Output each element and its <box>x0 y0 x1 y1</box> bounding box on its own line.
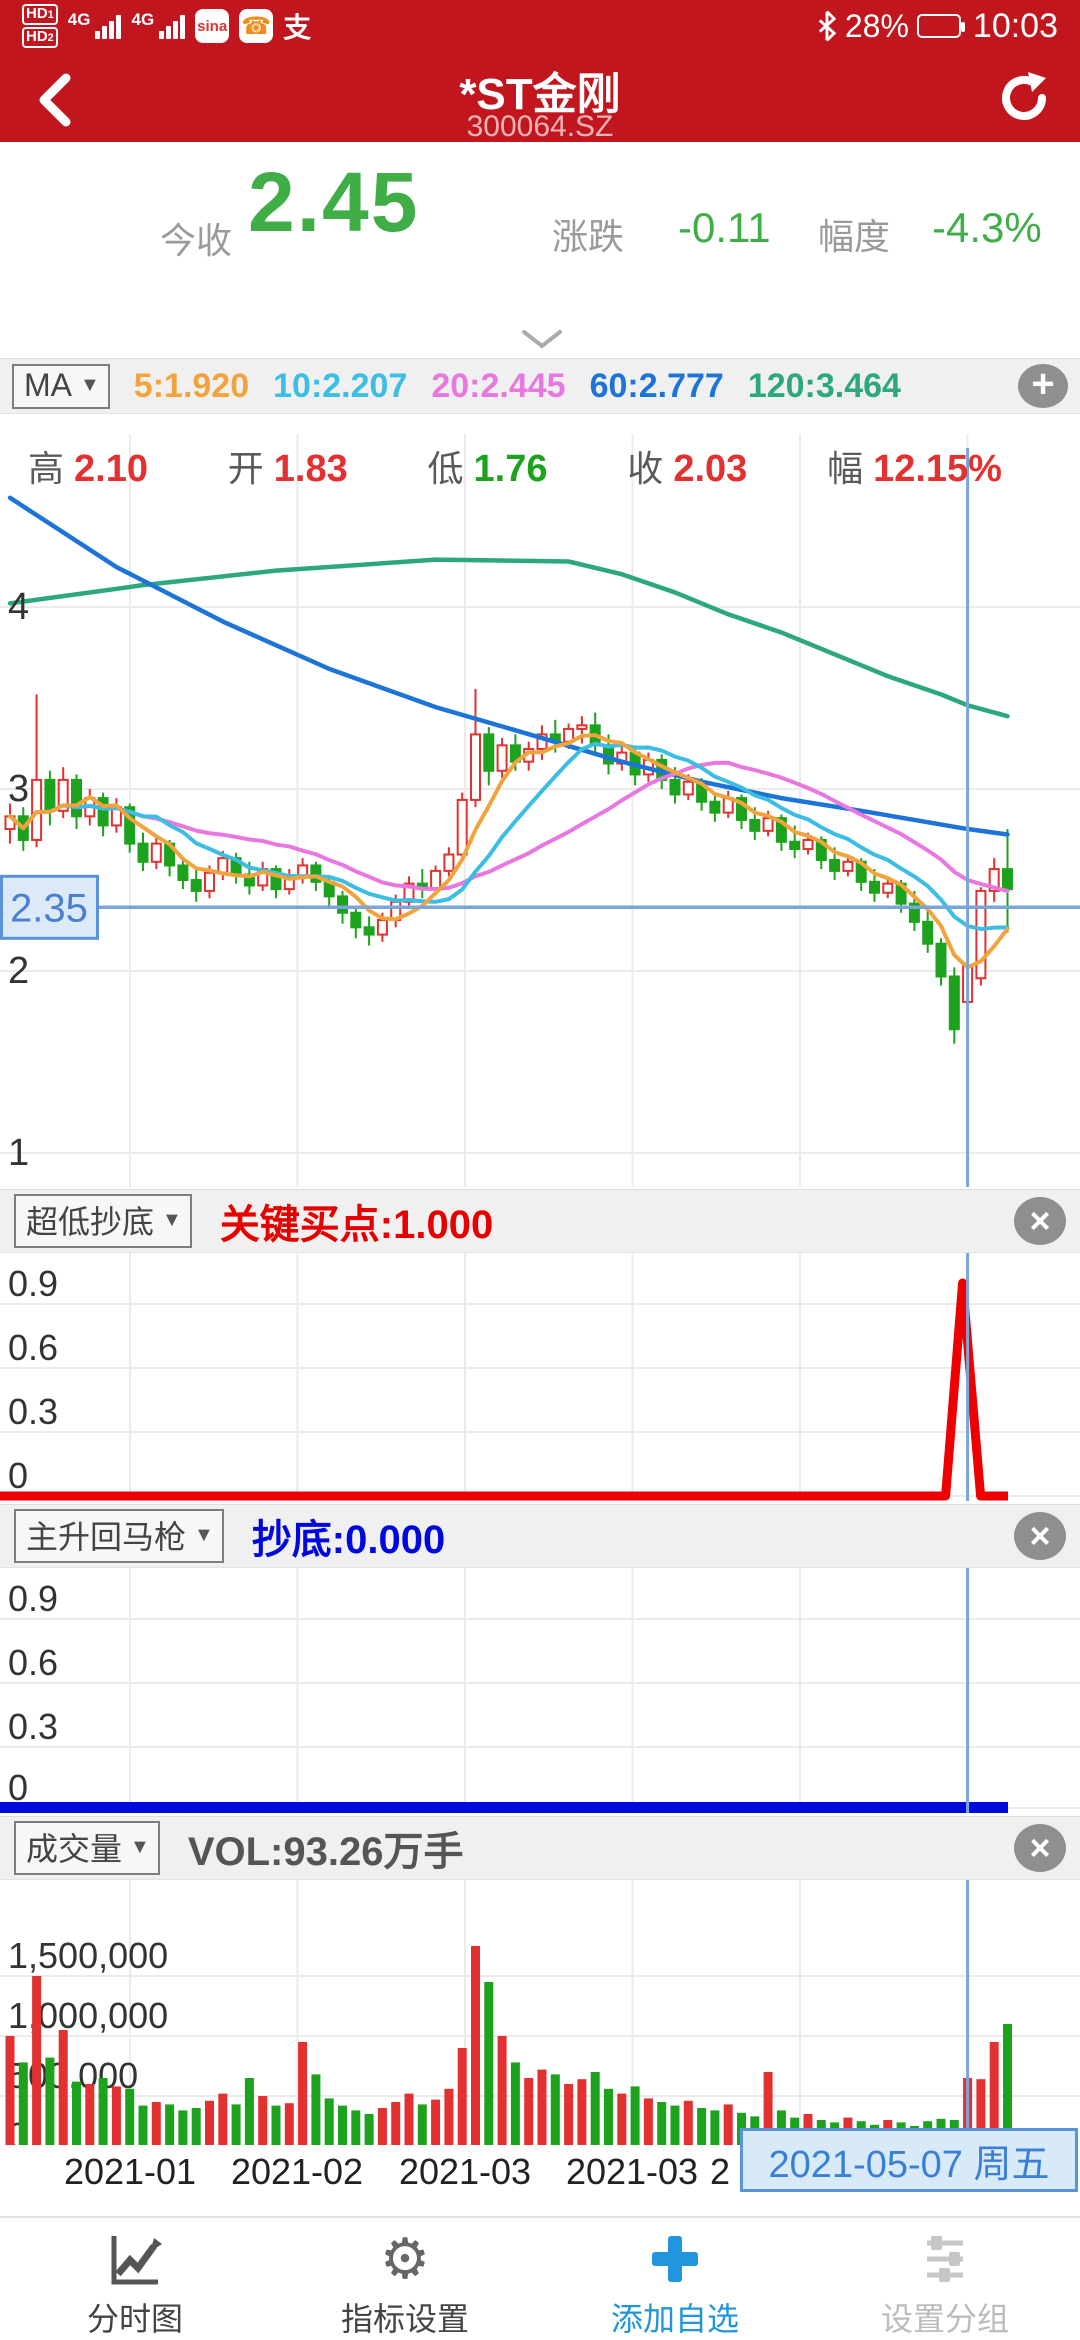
svg-text:0.6: 0.6 <box>8 1327 58 1368</box>
svg-text:0.3: 0.3 <box>8 1391 58 1432</box>
svg-text:2.35: 2.35 <box>10 886 88 930</box>
alipay-icon: 支 <box>283 12 312 43</box>
low-value: 1.76 <box>473 448 548 490</box>
zhusheng-signal-value: 抄底:0.000 <box>251 1518 446 1562</box>
refresh-button[interactable] <box>994 68 1054 128</box>
nav-intraday-chart[interactable]: 分时图 <box>35 2228 235 2340</box>
hd-volte-icons: HD1 HD2 <box>22 4 58 48</box>
volume-chart[interactable]: 1,500,000 1,000,000 500,000 0 <box>0 1880 1080 2156</box>
back-button[interactable] <box>28 70 88 130</box>
gear-icon: ⚙ <box>379 2227 431 2290</box>
chevron-down-icon: ▼ <box>194 1523 214 1546</box>
amplitude-label: 幅 <box>827 448 864 489</box>
close-label2: 收 <box>627 448 664 489</box>
x-tick-label: 2021-01 <box>63 2151 197 2192</box>
low-label: 低 <box>427 448 464 489</box>
app-header: *ST金刚 300064.SZ <box>0 52 1080 143</box>
open-value: 1.83 <box>273 448 348 490</box>
chevron-down-icon: ▼ <box>130 1835 150 1858</box>
candlestick-chart[interactable]: 4 3 2 1 2.35 高 2.10 开 1.83 低 1.76 收 2.03 幅 12.15% <box>0 414 1080 1187</box>
volume-selector-button[interactable]: 成交量 ▼ <box>14 1821 160 1875</box>
signal-bars-icon-1: 4G <box>68 11 122 39</box>
svg-text:0: 0 <box>8 1455 28 1496</box>
add-indicator-button[interactable]: + <box>1018 364 1068 408</box>
close-value: 2.03 <box>673 448 748 490</box>
svg-text:1,000,000: 1,000,000 <box>8 1995 168 2036</box>
nav-group-settings[interactable]: 设置分组 <box>845 2228 1045 2340</box>
line-chart-icon <box>35 2228 235 2290</box>
x-tick-label: 2021-03 <box>398 2151 532 2192</box>
ma5-value: 5:1.920 <box>133 366 250 405</box>
x-tick-label: 2021-03 <box>565 2151 699 2192</box>
ma-indicator-row: MA ▼ 5:1.920 10:2.207 20:2.445 60:2.777 1… <box>0 358 1080 414</box>
svg-text:4: 4 <box>8 586 29 628</box>
status-time: 10:03 <box>972 6 1058 45</box>
x-tick-label: 2021-02 <box>230 2151 364 2192</box>
sina-app-icon: sina <box>195 9 230 43</box>
ohlc-row: 高 2.10 开 1.83 低 1.76 收 2.03 幅 12.15% <box>0 440 1030 492</box>
svg-text:1: 1 <box>8 1132 29 1174</box>
plus-icon <box>575 2228 775 2290</box>
amplitude-value: 12.15% <box>873 448 1002 490</box>
svg-text:1,500,000: 1,500,000 <box>8 1935 168 1976</box>
chaodi-panel-header: 超低抄底 ▼ 关键买点:1.000 × <box>0 1189 1080 1253</box>
close-zhusheng-button[interactable]: × <box>1014 1512 1066 1560</box>
close-volume-button[interactable]: × <box>1014 1824 1066 1872</box>
volume-value: VOL:93.26万手 <box>187 1830 464 1874</box>
svg-text:0.6: 0.6 <box>8 1642 58 1683</box>
candlestick-svg[interactable]: 4 3 2 1 2.35 <box>0 414 1080 1187</box>
change-label: 涨跌 <box>552 216 625 257</box>
ma60-value: 60:2.777 <box>589 366 724 405</box>
nav-add-watchlist[interactable]: 添加自选 <box>575 2228 775 2340</box>
zhusheng-chart[interactable]: 0.9 0.6 0.3 0 <box>0 1568 1080 1814</box>
chevron-down-icon: ▼ <box>162 1208 182 1231</box>
volume-panel-header: 成交量 ▼ VOL:93.26万手 × <box>0 1816 1080 1880</box>
range-label: 幅度 <box>818 216 891 257</box>
close-label: 今收 <box>160 220 233 261</box>
price-summary-section: 今收 2.45 涨跌 -0.11 幅度 -4.3% <box>0 142 1080 358</box>
svg-text:0.9: 0.9 <box>8 1263 58 1304</box>
stock-code: 300064.SZ <box>466 110 614 143</box>
open-label: 开 <box>227 448 264 489</box>
svg-text:0.3: 0.3 <box>8 1706 58 1747</box>
crosshair-date-badge: 2021-05-07 周五 <box>740 2128 1078 2192</box>
collapse-chevron-icon[interactable] <box>520 328 564 350</box>
range-value: -4.3% <box>932 204 1042 251</box>
bottom-nav: 分时图 ⚙ 指标设置 添加自选 <box>0 2216 1080 2340</box>
chaodi-selector-button[interactable]: 超低抄底 ▼ <box>14 1194 192 1248</box>
change-value: -0.11 <box>678 204 771 251</box>
nav-indicator-settings[interactable]: ⚙ 指标设置 <box>305 2228 505 2340</box>
close-price: 2.45 <box>248 155 420 249</box>
chaodi-signal-value: 关键买点:1.000 <box>219 1203 494 1247</box>
zhusheng-selector-button[interactable]: 主升回马枪 ▼ <box>14 1509 224 1563</box>
high-value: 2.10 <box>74 448 148 490</box>
bluetooth-icon <box>818 10 837 42</box>
phone-app-icon: ☎ <box>239 9 274 43</box>
battery-percent: 28% <box>844 7 909 44</box>
chevron-down-icon: ▼ <box>80 373 100 396</box>
svg-text:0.9: 0.9 <box>8 1578 58 1619</box>
svg-text:0: 0 <box>8 1767 28 1808</box>
high-label: 高 <box>28 448 65 489</box>
x-tick-label-clipped: 2 <box>709 2151 731 2192</box>
signal-bars-icon-2: 4G <box>131 11 186 39</box>
page-title: *ST金刚 <box>459 70 621 119</box>
svg-text:2: 2 <box>8 950 29 992</box>
ma20-value: 20:2.445 <box>431 366 566 405</box>
svg-text:3: 3 <box>8 768 29 810</box>
zhusheng-panel-header: 主升回马枪 ▼ 抄底:0.000 × <box>0 1504 1080 1568</box>
ma120-value: 120:3.464 <box>747 366 901 405</box>
sliders-icon <box>845 2228 1045 2290</box>
status-bar: HD1 HD2 4G 4G sina ☎ 支 28% 10:03 <box>0 0 1080 52</box>
chaodi-chart[interactable]: 0.9 0.6 0.3 0 <box>0 1253 1080 1501</box>
ma10-value: 10:2.207 <box>273 366 408 405</box>
battery-icon <box>916 14 965 38</box>
close-chaodi-button[interactable]: × <box>1014 1197 1066 1245</box>
ma-selector-button[interactable]: MA ▼ <box>12 363 110 409</box>
